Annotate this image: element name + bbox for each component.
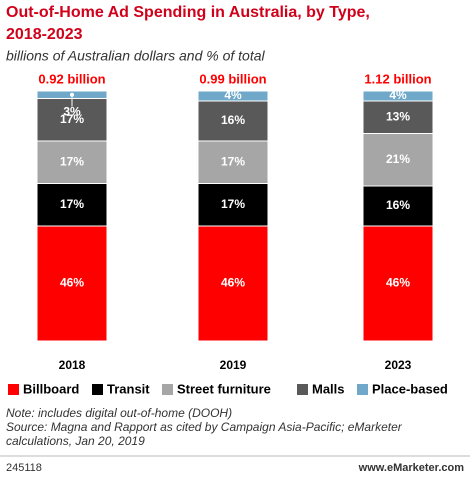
value-label: 13% [386,109,410,123]
footer-site: www.eMarketer.com [358,462,465,474]
bar-segment [197,140,269,184]
x-tick-label: 2019 [220,358,247,372]
total-label: 0.99 billion [199,71,266,86]
x-tick-label: 2018 [59,358,86,372]
legend-swatch [357,384,368,395]
value-label: 17% [221,154,245,168]
value-label: 46% [60,276,84,290]
leader-dot [70,92,74,97]
legend-label: Billboard [23,381,79,396]
chart-subtitle: billions of Australian dollars and % of … [6,48,266,64]
total-label: 1.12 billion [364,71,431,86]
total-label: 0.92 billion [38,71,105,86]
value-label: 16% [221,113,245,127]
value-label: 17% [221,197,245,211]
footer-id: 245118 [6,462,42,474]
value-label: 17% [60,112,84,126]
value-label: 17% [60,154,84,168]
x-tick-label: 2023 [385,358,412,372]
note: calculations, Jan 20, 2019 [6,434,145,448]
legend-label: Street furniture [177,381,271,396]
chart-title: Out-of-Home Ad Spending in Australia, by… [6,4,374,43]
legend-swatch [162,384,173,395]
value-label: 3% [63,105,81,119]
value-label: 4% [224,88,242,102]
value-label: 21% [386,152,410,166]
legend-swatch [297,384,308,395]
legend-label: Transit [107,381,150,396]
bar-segment [362,133,434,187]
bar-segment [362,185,434,227]
value-label: 4% [389,88,407,102]
legend-label: Place-based [372,381,448,396]
bar-segment [197,183,269,227]
value-label: 46% [386,276,410,290]
note: Source: Magna and Rapport as cited by Ca… [6,420,403,434]
legend-label: Malls [312,381,345,396]
bar-segment [197,100,269,142]
bar-segment [36,225,108,342]
note: Note: includes digital out-of-home (DOOH… [6,406,232,420]
value-label: 16% [386,198,410,212]
bar-segment [362,225,434,342]
bar-segment [362,100,434,134]
bar-segment [197,225,269,342]
legend-swatch [8,384,19,395]
value-label: 17% [60,197,84,211]
bar-segment [36,183,108,227]
value-label: 46% [221,276,245,290]
bar-segment [197,90,269,102]
legend-swatch [92,384,103,395]
bar-segment [362,90,434,102]
